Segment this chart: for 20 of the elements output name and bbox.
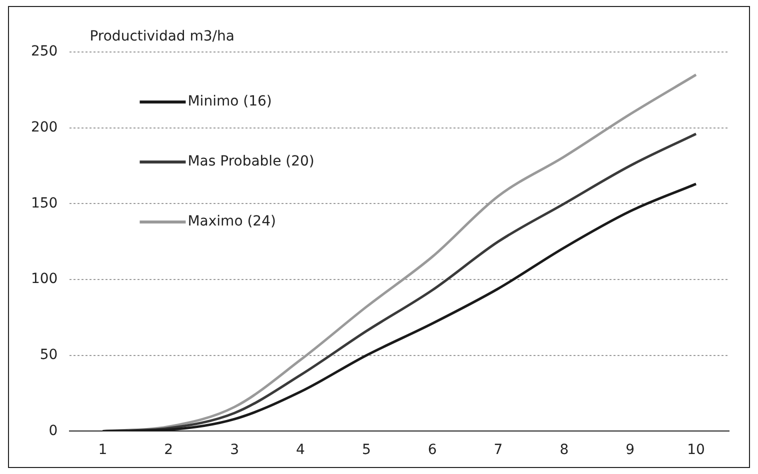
y-tick-label: 200 (30, 119, 58, 136)
x-tick-label: 7 (494, 442, 503, 458)
x-tick-label: 6 (428, 442, 437, 458)
x-tick-label: 9 (626, 442, 635, 458)
x-tick-label: 3 (230, 442, 239, 458)
legend-label: Minimo (16) (188, 94, 272, 110)
x-tick-label: 5 (362, 442, 371, 458)
x-tick-label: 8 (560, 442, 569, 458)
legend-label: Mas Probable (20) (188, 154, 314, 170)
x-tick-label: 2 (164, 442, 174, 458)
y-tick-label: 150 (30, 195, 58, 212)
y-tick-label: 0 (48, 422, 58, 439)
x-tick-label: 1 (98, 442, 108, 458)
y-tick-label: 100 (30, 271, 58, 288)
legend-label: Maximo (24) (188, 214, 276, 230)
x-tick-label: 4 (296, 442, 306, 458)
x-tick-label: 10 (687, 442, 705, 458)
y-tick-label: 250 (30, 44, 58, 60)
y-tick-label: 50 (40, 347, 58, 363)
chart-title: Productividad m3/ha (90, 28, 234, 45)
